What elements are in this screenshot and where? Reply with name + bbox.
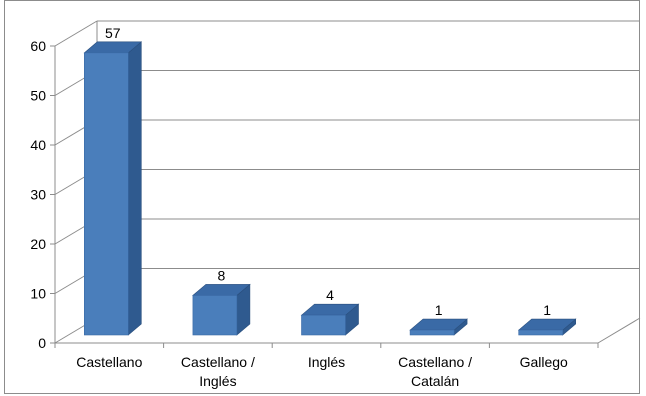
- y-tick-labels: 0 10 20 30 40 50 60: [30, 38, 55, 351]
- data-label: 57: [105, 25, 121, 41]
- y-tick-label: 0: [38, 335, 46, 351]
- gridline-connector: [54, 20, 98, 47]
- bar: [409, 329, 455, 336]
- data-labels: 57 8 4 1 1: [105, 25, 551, 318]
- floor-edge: [597, 317, 641, 344]
- grid-lines: [54, 20, 640, 344]
- data-label: 1: [435, 302, 443, 318]
- bar-side: [128, 41, 142, 336]
- bars: [83, 41, 577, 336]
- data-label: 4: [326, 287, 334, 303]
- y-tick-label: 40: [30, 137, 46, 153]
- x-tick-label: Gallego: [520, 354, 568, 370]
- y-tick-label: 50: [30, 88, 46, 104]
- y-tick-label: 20: [30, 236, 46, 252]
- x-tick-label: Castellano: [76, 354, 142, 370]
- bar: [518, 329, 564, 336]
- bar: [84, 52, 129, 336]
- y-tick-label: 30: [30, 187, 46, 203]
- x-tick-label: Castellano / Inglés: [181, 354, 255, 389]
- y-tick-label: 60: [30, 38, 46, 54]
- y-tick-label: 10: [30, 286, 46, 302]
- bar: [192, 295, 238, 336]
- data-label: 1: [543, 302, 551, 318]
- bar: [301, 314, 346, 336]
- x-tick-label: Inglés: [308, 354, 345, 370]
- data-label: 8: [218, 267, 226, 283]
- x-tick-label: Castellano / Catalán: [398, 354, 472, 389]
- x-tick-labels: Castellano Castellano / Inglés Inglés Castel…: [76, 354, 568, 389]
